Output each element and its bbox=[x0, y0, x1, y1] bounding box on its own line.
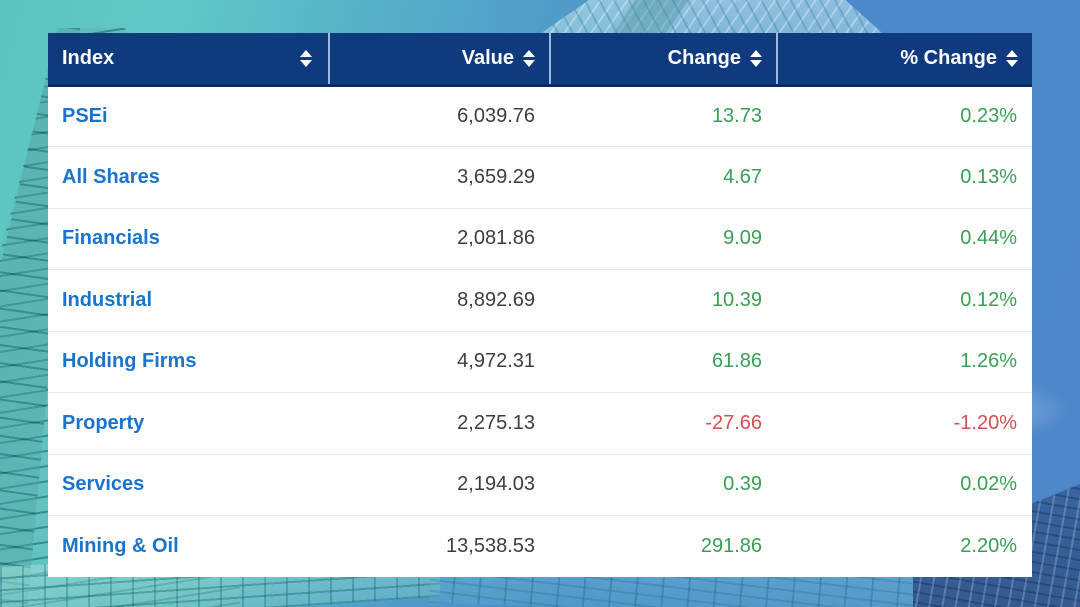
value-cell: 2,081.86 bbox=[329, 207, 550, 270]
table-row: Property 2,275.13 -27.66 -1.20% bbox=[48, 392, 1032, 454]
value-cell: 4,972.31 bbox=[329, 330, 550, 393]
pct-change-cell: 0.13% bbox=[777, 146, 1032, 208]
value-cell: 2,194.03 bbox=[329, 453, 550, 516]
index-name-link[interactable]: Services bbox=[48, 453, 329, 516]
pct-change-cell: 1.26% bbox=[777, 330, 1032, 393]
change-cell: 4.67 bbox=[550, 146, 777, 208]
table-row: Mining & Oil 13,538.53 291.86 2.20% bbox=[48, 515, 1032, 577]
sort-arrows-icon[interactable] bbox=[750, 49, 762, 67]
column-header-label: Change bbox=[667, 46, 741, 69]
index-name-link[interactable]: Property bbox=[48, 392, 329, 454]
pct-change-cell: 0.23% bbox=[777, 85, 1032, 147]
column-header-value[interactable]: Value bbox=[328, 33, 550, 87]
sort-arrows-icon[interactable] bbox=[300, 49, 312, 67]
change-cell: -27.66 bbox=[550, 392, 777, 454]
table-row: Financials 2,081.86 9.09 0.44% bbox=[48, 207, 1032, 270]
table-row: All Shares 3,659.29 4.67 0.13% bbox=[48, 146, 1032, 208]
index-name-link[interactable]: PSEi bbox=[48, 85, 329, 147]
change-cell: 9.09 bbox=[550, 207, 777, 270]
table-row: Holding Firms 4,972.31 61.86 1.26% bbox=[48, 330, 1032, 393]
sort-arrows-icon[interactable] bbox=[523, 49, 535, 67]
change-cell: 13.73 bbox=[550, 85, 777, 147]
value-cell: 3,659.29 bbox=[329, 146, 550, 208]
value-cell: 2,275.13 bbox=[329, 392, 550, 454]
change-cell: 0.39 bbox=[550, 453, 777, 516]
change-cell: 61.86 bbox=[550, 330, 777, 393]
column-header-label: Index bbox=[62, 46, 115, 69]
value-cell: 13,538.53 bbox=[329, 515, 550, 577]
table-row: Industrial 8,892.69 10.39 0.12% bbox=[48, 269, 1032, 331]
column-header-pct-change[interactable]: % Change bbox=[776, 33, 1032, 87]
value-cell: 8,892.69 bbox=[329, 269, 550, 331]
pct-change-cell: 0.44% bbox=[777, 207, 1032, 270]
pct-change-cell: 0.02% bbox=[777, 453, 1032, 516]
index-name-link[interactable]: Mining & Oil bbox=[48, 515, 329, 577]
pct-change-cell: 2.20% bbox=[777, 515, 1032, 577]
index-name-link[interactable]: Industrial bbox=[48, 269, 329, 331]
pct-change-cell: -1.20% bbox=[777, 392, 1032, 454]
change-cell: 10.39 bbox=[550, 269, 777, 331]
table-row: PSEi 6,039.76 13.73 0.23% bbox=[48, 85, 1032, 147]
index-name-link[interactable]: Financials bbox=[48, 207, 329, 270]
column-header-label: Value bbox=[461, 46, 514, 69]
market-indices-table: Index Value Change bbox=[48, 33, 1032, 577]
column-header-label: % Change bbox=[900, 46, 997, 69]
table-row: Services 2,194.03 0.39 0.02% bbox=[48, 453, 1032, 516]
sort-arrows-icon[interactable] bbox=[1006, 49, 1018, 67]
index-name-link[interactable]: All Shares bbox=[48, 146, 329, 208]
column-header-index[interactable]: Index bbox=[48, 33, 329, 87]
table-header: Index Value Change bbox=[48, 33, 1032, 87]
value-cell: 6,039.76 bbox=[329, 85, 550, 147]
column-header-change[interactable]: Change bbox=[549, 33, 777, 87]
change-cell: 291.86 bbox=[550, 515, 777, 577]
index-name-link[interactable]: Holding Firms bbox=[48, 330, 329, 393]
pct-change-cell: 0.12% bbox=[777, 269, 1032, 331]
